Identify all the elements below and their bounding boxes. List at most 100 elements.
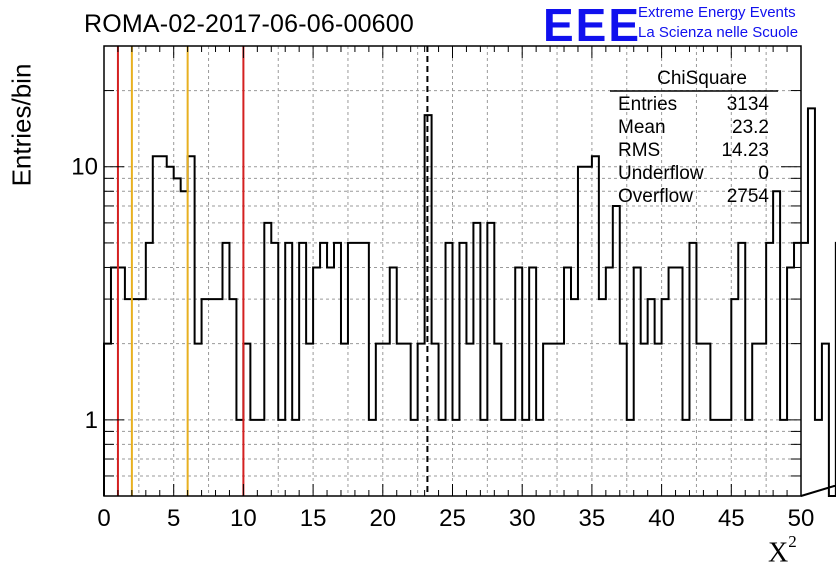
histogram-bin xyxy=(801,243,808,496)
histogram-bin xyxy=(745,420,752,496)
histogram-bin xyxy=(174,178,181,496)
histogram-bin xyxy=(717,420,724,496)
stats-value: 3134 xyxy=(727,94,770,115)
histogram-bin xyxy=(815,420,822,496)
histogram-bin xyxy=(613,206,620,496)
histogram-bin xyxy=(696,344,703,496)
stats-value: 0 xyxy=(758,163,769,184)
histogram-bin xyxy=(724,420,731,496)
histogram-bin xyxy=(585,167,592,496)
histogram-bin xyxy=(634,267,641,496)
histogram-bin xyxy=(292,420,299,496)
logo-line-2: La Scienza nelle Scuole xyxy=(638,24,799,41)
histogram-bin xyxy=(132,299,139,496)
histogram-bin xyxy=(446,243,453,496)
histogram-bin xyxy=(432,344,439,496)
histogram-bin xyxy=(515,267,522,496)
histogram-bin xyxy=(683,420,690,496)
histogram-bin xyxy=(306,344,313,496)
histogram-bin xyxy=(418,344,425,496)
histogram-bin xyxy=(703,344,710,496)
y-tick-label: 1 xyxy=(85,407,98,434)
histogram-bin xyxy=(376,344,383,496)
histogram-bin xyxy=(439,420,446,496)
x-tick-label: 10 xyxy=(230,505,257,532)
histogram-bin xyxy=(202,299,209,496)
histogram-bin xyxy=(188,156,195,496)
histogram-bin xyxy=(599,299,606,496)
histogram-bin xyxy=(710,420,717,496)
x-axis-label-sup: 2 xyxy=(788,532,797,551)
y-axis-label: Entries/bin xyxy=(6,63,37,187)
y-tick-label: 10 xyxy=(71,154,98,181)
histogram-bin xyxy=(313,267,320,496)
histogram-bin xyxy=(139,299,146,496)
histogram-bin xyxy=(571,299,578,496)
histogram-bin xyxy=(125,299,132,496)
histogram-bin xyxy=(181,191,188,496)
histogram-series xyxy=(103,107,836,497)
chart-title: ROMA-02-2017-06-06-00600 xyxy=(84,10,414,38)
histogram-bin xyxy=(160,156,167,496)
stats-label: RMS xyxy=(618,140,660,161)
histogram-bin xyxy=(494,344,501,496)
plot-frame xyxy=(103,45,802,497)
histogram-bin xyxy=(453,420,460,496)
histogram-bin xyxy=(487,223,494,496)
histogram-bin xyxy=(383,344,390,496)
histogram-bin xyxy=(264,223,271,496)
histogram-bin xyxy=(669,267,676,496)
histogram-bin xyxy=(411,420,418,496)
histogram-bin xyxy=(822,344,829,496)
histogram-bin xyxy=(369,420,376,496)
stats-value: 14.23 xyxy=(721,140,769,161)
histogram-bin xyxy=(271,243,278,496)
histogram-bin xyxy=(111,267,118,496)
histogram-bin xyxy=(104,344,111,496)
histogram-bin xyxy=(780,420,787,496)
histogram-bin xyxy=(752,344,759,496)
stats-value: 23.2 xyxy=(732,117,769,138)
histogram-bin xyxy=(787,267,794,496)
stats-title: ChiSquare xyxy=(657,68,747,89)
histogram-bin xyxy=(627,420,634,496)
histogram-bin xyxy=(662,299,669,496)
histogram-bin xyxy=(355,243,362,496)
eee-logo: EEE xyxy=(543,0,642,51)
histogram-bin xyxy=(773,191,780,496)
x-tick-label: 20 xyxy=(369,505,396,532)
histogram-bin xyxy=(397,344,404,496)
x-tick-label: 45 xyxy=(718,505,745,532)
histogram-bin xyxy=(606,267,613,496)
stats-label: Mean xyxy=(618,117,666,138)
x-tick-label: 25 xyxy=(439,505,466,532)
histogram-bin xyxy=(766,243,773,496)
histogram-bin xyxy=(794,243,801,496)
stats-value: 2754 xyxy=(727,186,770,207)
histogram-bin xyxy=(348,243,355,496)
histogram-bin xyxy=(229,299,236,496)
histogram-bin xyxy=(689,243,696,496)
x-tick-label: 50 xyxy=(788,505,815,532)
histogram-bin xyxy=(236,420,243,496)
x-tick-label: 40 xyxy=(648,505,675,532)
histogram-bin xyxy=(522,420,529,496)
histogram-bin xyxy=(501,420,508,496)
histogram-bin xyxy=(334,243,341,496)
stats-label: Entries xyxy=(618,94,677,115)
x-tick-label: 15 xyxy=(300,505,327,532)
histogram-bin xyxy=(473,223,480,496)
histogram-bin xyxy=(759,344,766,496)
histogram-bin xyxy=(404,344,411,496)
stats-label: Underflow xyxy=(618,163,704,184)
histogram-bin xyxy=(146,243,153,496)
histogram-bin xyxy=(327,267,334,496)
histogram-bin xyxy=(278,420,285,496)
histogram-bin xyxy=(508,420,515,496)
histogram-bin xyxy=(620,344,627,496)
histogram-bin xyxy=(641,344,648,496)
histogram-bin xyxy=(731,299,738,496)
histogram-bin xyxy=(466,344,473,496)
